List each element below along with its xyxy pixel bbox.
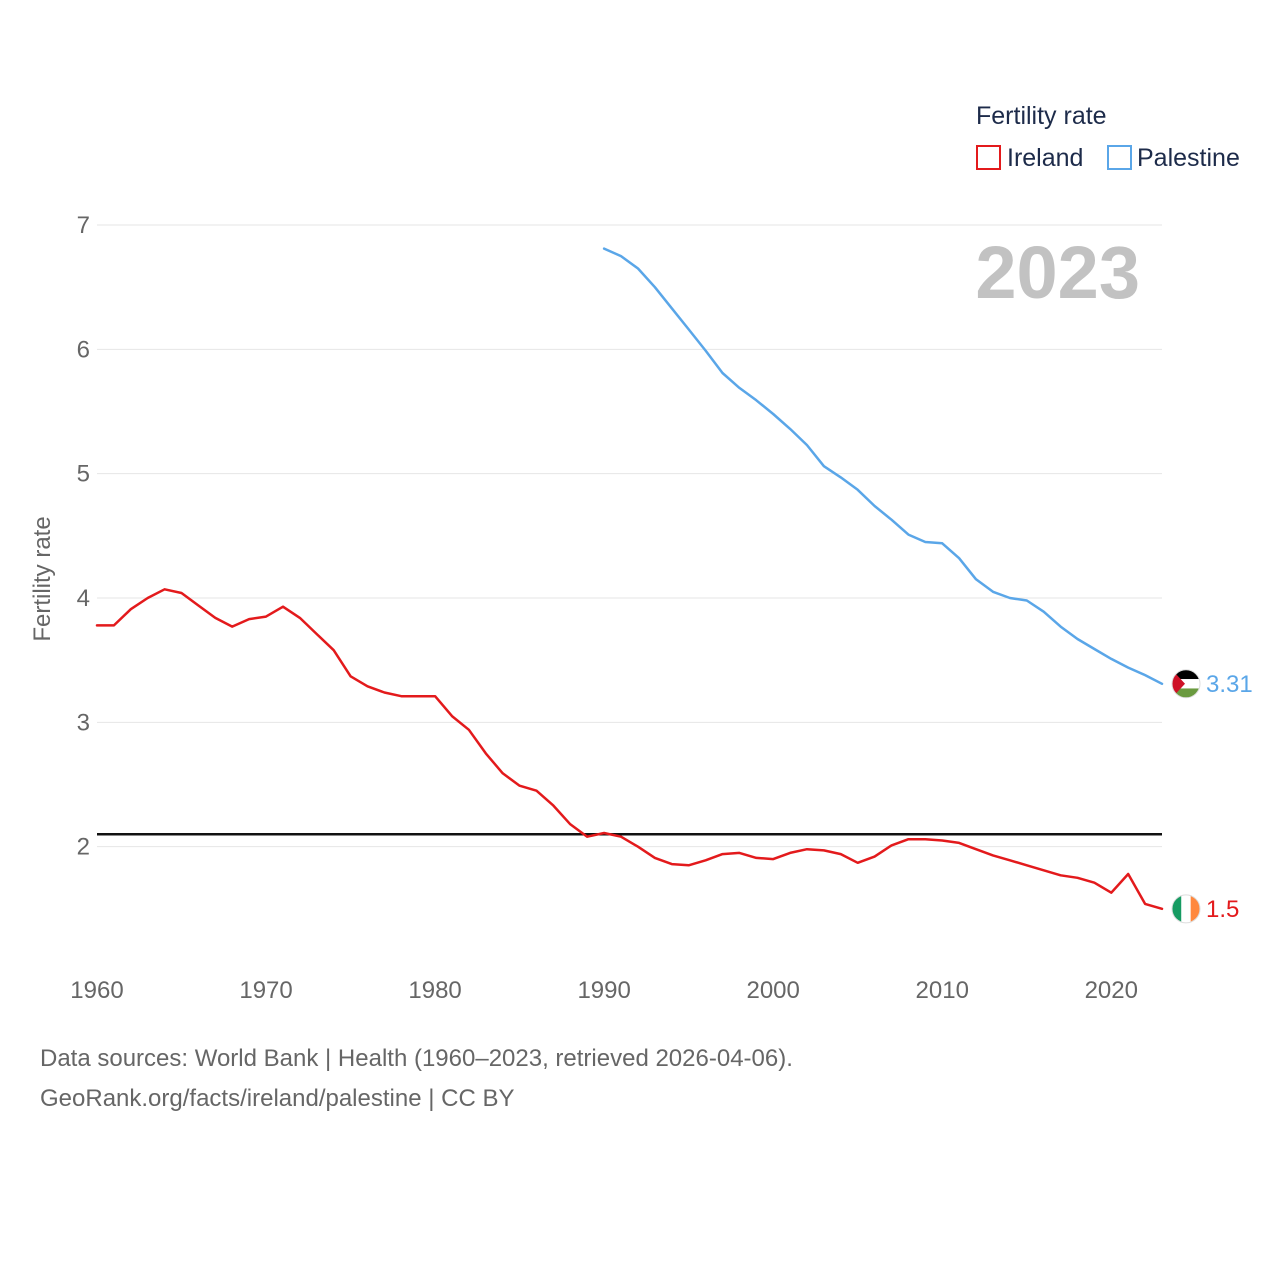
axis-ticks: 2 3 4 5 6 7 1960 1970 1980 1990 2000 2010 2020 bbox=[70, 212, 1138, 1004]
y-tick-label: 2 bbox=[77, 834, 90, 861]
x-tick-label: 1970 bbox=[239, 977, 292, 1004]
legend-item-palestine[interactable]: Palestine bbox=[1107, 144, 1240, 172]
legend-swatch-palestine bbox=[1107, 145, 1132, 170]
x-tick-label: 1960 bbox=[70, 977, 123, 1004]
year-label: 2023 bbox=[975, 231, 1140, 314]
y-tick-label: 5 bbox=[77, 461, 90, 488]
source-line-1: Data sources: World Bank | Health (1960–… bbox=[40, 1045, 793, 1072]
y-tick-label: 6 bbox=[77, 336, 90, 363]
end-value-label-palestine: 3.31 bbox=[1206, 671, 1253, 698]
x-tick-label: 1980 bbox=[408, 977, 461, 1004]
x-tick-label: 1990 bbox=[577, 977, 630, 1004]
legend-title: Fertility rate bbox=[976, 102, 1107, 130]
palestine-flag-icon bbox=[1172, 669, 1200, 698]
legend-label-ireland: Ireland bbox=[1007, 144, 1083, 172]
series-line-ireland[interactable] bbox=[95, 588, 1164, 911]
legend-swatch-ireland bbox=[976, 145, 1001, 170]
y-tick-label: 3 bbox=[77, 709, 90, 736]
y-axis-title: Fertility rate bbox=[29, 516, 56, 641]
legend-label-palestine: Palestine bbox=[1137, 144, 1240, 172]
gridlines bbox=[97, 224, 1162, 848]
legend: Fertility rate Ireland Palestine bbox=[976, 102, 1240, 172]
y-tick-label: 7 bbox=[77, 212, 90, 239]
series-end-markers: 1.5 3.31 bbox=[1171, 669, 1253, 924]
series-line-palestine[interactable] bbox=[602, 247, 1164, 686]
legend-item-ireland[interactable]: Ireland bbox=[976, 144, 1083, 172]
end-value-label-ireland: 1.5 bbox=[1206, 896, 1239, 923]
source-line-2: GeoRank.org/facts/ireland/palestine | CC… bbox=[40, 1085, 515, 1112]
x-tick-label: 2010 bbox=[916, 977, 969, 1004]
y-tick-label: 4 bbox=[77, 585, 90, 612]
x-tick-label: 2020 bbox=[1085, 977, 1138, 1004]
x-tick-label: 2000 bbox=[746, 977, 799, 1004]
series-lines bbox=[95, 247, 1164, 911]
ireland-flag-icon bbox=[1172, 894, 1200, 923]
